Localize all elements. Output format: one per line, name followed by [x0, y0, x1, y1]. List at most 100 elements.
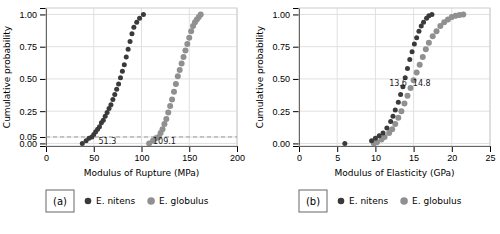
point [120, 69, 125, 74]
point [404, 93, 410, 99]
panel-label: (b) [306, 196, 320, 207]
legend-entry: E. nitens [349, 196, 388, 206]
point [163, 116, 169, 122]
point [420, 54, 426, 60]
tick: 5 [335, 146, 340, 163]
grid-line [46, 111, 237, 112]
tick: 0.50 [19, 74, 46, 84]
point [188, 28, 194, 34]
tick-label: 150 [182, 153, 197, 163]
grid-line [451, 8, 452, 146]
grid [46, 8, 237, 146]
point [410, 49, 415, 54]
tick-mark [293, 143, 299, 144]
point [388, 119, 393, 124]
point [179, 60, 185, 66]
tick: 0.75 [19, 42, 46, 52]
point [182, 48, 188, 54]
tick: 20 [447, 146, 457, 163]
series [371, 11, 466, 146]
label-box [46, 190, 74, 212]
point [405, 66, 410, 71]
point [414, 69, 420, 75]
tick-mark [142, 146, 143, 152]
tick-label: 0.25 [19, 107, 37, 117]
tick: 100 [134, 146, 149, 163]
tick-mark [237, 146, 238, 152]
tick-label: 0 [297, 153, 302, 163]
series [146, 11, 204, 146]
tick-label: 0.75 [272, 42, 290, 52]
grid-line [413, 8, 414, 146]
panel: 0501001502000.000.050.250.500.751.00Modu… [2, 8, 245, 178]
tick-mark [293, 111, 299, 112]
point [118, 75, 123, 80]
tick: 0 [44, 146, 49, 163]
reference-line [46, 136, 237, 137]
tick: 1.00 [272, 10, 299, 20]
tick: 0.75 [272, 42, 299, 52]
series [80, 12, 146, 146]
point [429, 12, 434, 17]
panel-label: (a) [53, 196, 67, 207]
point [398, 108, 404, 114]
legend-entry: E. nitens [96, 196, 135, 206]
chart: 0501001502000.000.050.250.500.751.00Modu… [0, 0, 500, 234]
point [112, 92, 117, 97]
y-axis-title: Cumulative probability [255, 25, 265, 128]
legend: (a)E. nitensE. globulus [46, 190, 209, 212]
plot-frame [299, 8, 490, 146]
grid-line [46, 46, 237, 47]
point [177, 67, 183, 73]
axis-line [47, 147, 238, 153]
point [381, 131, 386, 136]
tick-mark [40, 111, 46, 112]
marks [342, 11, 466, 146]
point [398, 92, 403, 97]
y-axis: 0.000.050.250.500.751.00 [19, 9, 46, 149]
point [395, 115, 401, 121]
point [390, 114, 395, 119]
tick-label: 0.00 [272, 139, 290, 149]
tick: 10 [371, 146, 381, 163]
x-axis: 050100150200 [44, 146, 245, 163]
tick: 50 [89, 146, 99, 163]
point [173, 81, 179, 87]
point [384, 125, 389, 130]
point [171, 89, 177, 95]
point [129, 31, 134, 36]
point [407, 57, 412, 62]
point [414, 35, 419, 40]
point [342, 141, 347, 146]
tick-mark [40, 47, 46, 48]
marks [46, 11, 237, 146]
tick: 0.25 [272, 107, 299, 117]
tick-label: 0.75 [19, 42, 37, 52]
legend-entry: E. globulus [412, 196, 462, 206]
annotation: 13.6 [389, 79, 407, 88]
tick: 15 [409, 146, 419, 163]
grid-line [46, 143, 237, 144]
point [396, 100, 401, 105]
tick: 0 [297, 146, 302, 163]
point [108, 102, 113, 107]
tick-label: 0.05 [19, 132, 37, 142]
point [412, 42, 417, 47]
plot-frame [46, 8, 237, 146]
point [169, 97, 175, 103]
annotation: 51.3 [99, 137, 117, 146]
point [460, 11, 466, 17]
point [110, 97, 115, 102]
legend-marker [147, 197, 155, 205]
point [137, 16, 142, 21]
tick-mark [452, 146, 453, 152]
point [434, 28, 440, 34]
grid-line [375, 8, 376, 146]
tick-label: 0.50 [19, 74, 37, 84]
tick-mark [94, 146, 95, 152]
point [141, 12, 146, 17]
point [181, 54, 187, 60]
legend: (b) E. nitens E. globulus [299, 190, 462, 212]
annotation: 109.1 [153, 137, 176, 146]
point [198, 11, 204, 17]
